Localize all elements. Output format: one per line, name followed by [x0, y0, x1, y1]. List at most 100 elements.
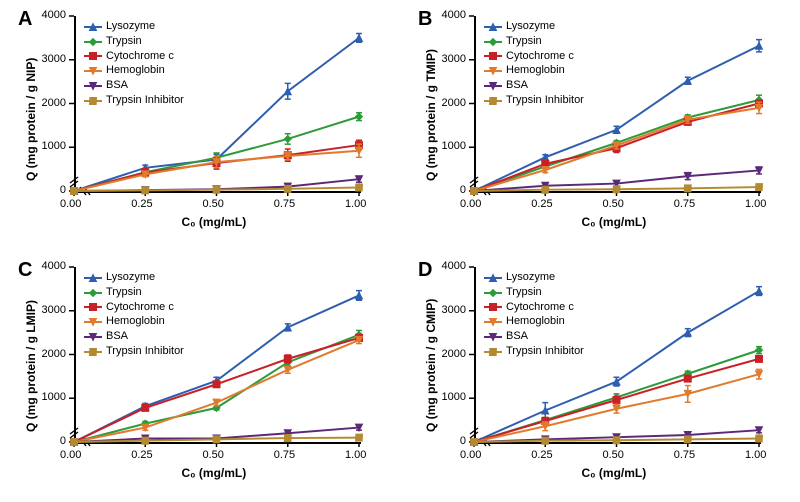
series-marker — [142, 187, 149, 194]
series-marker — [142, 437, 149, 444]
legend-swatch-icon — [84, 51, 102, 61]
legend-label: Lysozyme — [106, 20, 155, 34]
series-marker — [284, 355, 291, 362]
legend: LysozymeTrypsinCytochrome cHemoglobinBSA… — [84, 20, 184, 109]
x-axis-label: C₀ (mg/mL) — [582, 466, 647, 480]
xtick-label: 0.25 — [531, 198, 552, 210]
xtick-label: 1.00 — [745, 449, 766, 461]
series-marker — [284, 185, 291, 192]
ytick-label: 2000 — [442, 97, 466, 109]
legend-label: Trypsin Inhibitor — [506, 345, 584, 359]
legend-label: Lysozyme — [506, 271, 555, 285]
y-axis-label: Q (mg protein / g TMIP) — [424, 49, 438, 181]
series-marker — [542, 437, 549, 444]
legend-item: BSA — [484, 330, 584, 344]
xtick-label: 0.00 — [60, 198, 81, 210]
legend-swatch-icon — [484, 81, 502, 91]
legend-item: Hemoglobin — [84, 64, 184, 78]
legend-item: Hemoglobin — [84, 315, 184, 329]
xtick-label: 0.50 — [603, 198, 624, 210]
xtick-label: 0.00 — [60, 449, 81, 461]
legend-label: Cytochrome c — [506, 50, 574, 64]
series-marker — [71, 188, 78, 195]
series-marker — [356, 34, 363, 41]
series-marker — [756, 435, 763, 442]
ytick-label: 2000 — [42, 348, 66, 360]
ytick-label: 0 — [60, 184, 66, 196]
xtick-label: 0.75 — [274, 449, 295, 461]
series-marker — [71, 439, 78, 446]
legend-swatch-icon — [84, 347, 102, 357]
y-axis-label: Q (mg protein / g NIP) — [24, 58, 38, 181]
legend-swatch-icon — [484, 22, 502, 32]
legend-item: Cytochrome c — [84, 301, 184, 315]
legend: LysozymeTrypsinCytochrome cHemoglobinBSA… — [484, 20, 584, 109]
panel-A: A010002000300040000.000.250.500.751.00Q … — [0, 0, 400, 251]
series-marker — [284, 324, 291, 331]
legend-item: BSA — [84, 79, 184, 93]
xtick-label: 0.50 — [203, 449, 224, 461]
series-marker — [684, 185, 691, 192]
series-marker — [684, 436, 691, 443]
plot-svg — [0, 0, 400, 251]
legend-swatch-icon — [484, 37, 502, 47]
legend-item: Hemoglobin — [484, 315, 584, 329]
series-marker — [356, 292, 363, 299]
legend-label: Hemoglobin — [506, 315, 565, 329]
series-marker — [756, 42, 763, 49]
x-axis-label: C₀ (mg/mL) — [582, 215, 647, 229]
legend-label: Trypsin — [106, 286, 142, 300]
series-marker — [684, 375, 691, 382]
ytick-label: 0 — [460, 184, 466, 196]
legend-label: BSA — [106, 79, 128, 93]
xtick-label: 0.75 — [274, 198, 295, 210]
panel-C: C010002000300040000.000.250.500.751.00Q … — [0, 251, 400, 502]
legend-item: Trypsin — [84, 286, 184, 300]
series-marker — [613, 397, 620, 404]
plot-svg — [400, 251, 800, 502]
legend-swatch-icon — [484, 332, 502, 342]
legend-swatch-icon — [484, 51, 502, 61]
ytick-label: 0 — [60, 435, 66, 447]
legend-label: Cytochrome c — [106, 50, 174, 64]
legend-label: Cytochrome c — [106, 301, 174, 315]
legend-swatch-icon — [84, 302, 102, 312]
series-marker — [471, 439, 478, 446]
panel-D: D010002000300040000.000.250.500.751.00Q … — [400, 251, 800, 502]
legend-swatch-icon — [84, 273, 102, 283]
legend-swatch-icon — [84, 66, 102, 76]
xtick-label: 0.75 — [674, 198, 695, 210]
xtick-label: 1.00 — [745, 198, 766, 210]
legend-label: Cytochrome c — [506, 301, 574, 315]
ytick-label: 2000 — [42, 97, 66, 109]
ytick-label: 3000 — [42, 53, 66, 65]
legend-item: Hemoglobin — [484, 64, 584, 78]
series-marker — [213, 381, 220, 388]
ytick-label: 1000 — [42, 391, 66, 403]
legend-label: Trypsin Inhibitor — [106, 345, 184, 359]
ytick-label: 3000 — [42, 304, 66, 316]
legend-label: Hemoglobin — [106, 315, 165, 329]
xtick-label: 0.25 — [131, 449, 152, 461]
legend-swatch-icon — [484, 317, 502, 327]
legend-swatch-icon — [84, 37, 102, 47]
ytick-label: 4000 — [442, 9, 466, 21]
legend-swatch-icon — [484, 288, 502, 298]
series-marker — [142, 404, 149, 411]
legend-item: BSA — [484, 79, 584, 93]
y-axis-label: Q (mg protein / g LMIP) — [24, 300, 38, 432]
legend-label: BSA — [506, 79, 528, 93]
series-marker — [356, 113, 363, 120]
legend-item: Trypsin — [484, 286, 584, 300]
legend-label: Trypsin Inhibitor — [106, 94, 184, 108]
legend-item: Trypsin — [484, 35, 584, 49]
legend-swatch-icon — [84, 81, 102, 91]
series-marker — [756, 288, 763, 295]
xtick-label: 0.00 — [460, 198, 481, 210]
xtick-label: 1.00 — [345, 198, 366, 210]
xtick-label: 0.50 — [203, 198, 224, 210]
legend-swatch-icon — [484, 302, 502, 312]
legend-label: Trypsin — [506, 35, 542, 49]
ytick-label: 4000 — [442, 260, 466, 272]
legend-swatch-icon — [484, 273, 502, 283]
